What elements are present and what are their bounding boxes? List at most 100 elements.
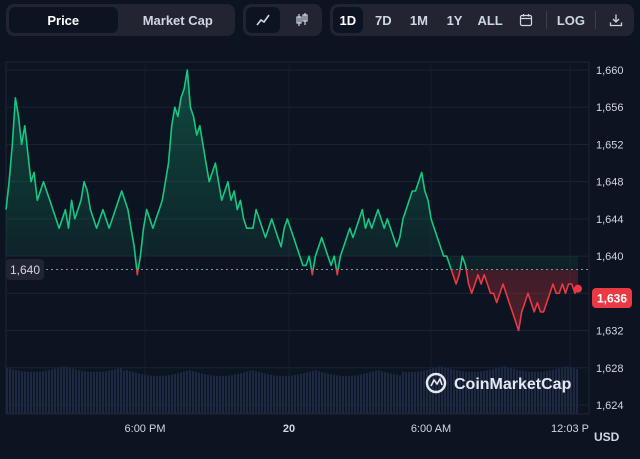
volume-bar — [399, 375, 401, 414]
x-tick-label: 6:00 PM — [125, 423, 166, 435]
volume-bar — [354, 375, 356, 414]
volume-bar — [573, 368, 575, 414]
volume-bar — [30, 371, 32, 414]
download-button[interactable] — [601, 7, 631, 33]
volume-bar — [114, 369, 116, 414]
volume-bar — [321, 372, 323, 414]
line-chart-button[interactable] — [246, 7, 280, 33]
volume-bar — [231, 375, 233, 414]
price-chart-svg[interactable]: CoinMarketCap 1,640 1,660 1,656 1,652 1,648… — [0, 44, 640, 454]
volume-bar — [27, 371, 29, 414]
volume-bar — [309, 371, 311, 414]
volume-bar — [237, 373, 239, 414]
volume-bar — [456, 370, 458, 414]
volume-bar — [501, 366, 503, 414]
volume-bar — [519, 370, 521, 414]
volume-bar — [183, 371, 185, 414]
volume-bar — [462, 371, 464, 414]
volume-bar — [375, 370, 377, 414]
volume-bar — [177, 373, 179, 414]
price-line-segment-up — [5, 69, 467, 270]
current-price-badge: 1,636 — [592, 288, 632, 308]
price-line-down — [135, 269, 579, 332]
volume-bar — [333, 374, 335, 414]
volume-bar — [312, 370, 314, 414]
volume-bar — [105, 371, 107, 414]
volume-bar — [357, 375, 359, 414]
volume-bar — [264, 373, 266, 414]
volume-bar — [303, 373, 305, 414]
price-chart[interactable]: CoinMarketCap 1,640 1,660 1,656 1,652 1,648… — [0, 44, 640, 454]
metric-switch: Price Market Cap — [6, 4, 235, 36]
volume-bar — [9, 368, 11, 414]
volume-bar — [345, 375, 347, 414]
y-tick-label: 1,656 — [596, 102, 624, 114]
y-tick-label: 1,644 — [596, 214, 624, 226]
gridlines — [6, 69, 589, 406]
volume-bar — [54, 368, 56, 414]
log-scale-button[interactable]: LOG — [556, 12, 586, 28]
volume-bar — [396, 374, 398, 414]
volume-bar — [342, 375, 344, 414]
volume-bar — [261, 372, 263, 414]
volume-bar — [246, 371, 248, 414]
volume-bar — [372, 371, 374, 414]
price-line-segment-down — [135, 269, 579, 332]
volume-bar — [123, 370, 125, 414]
volume-bar — [57, 367, 59, 414]
volume-bar — [366, 373, 368, 414]
volume-bar — [198, 372, 200, 414]
volume-bar — [33, 371, 35, 414]
volume-bar — [12, 369, 14, 414]
volume-bar — [426, 369, 428, 414]
area-below-reference — [136, 269, 578, 331]
volume-bar — [444, 367, 446, 414]
volume-bar — [267, 374, 269, 414]
volume-bar — [72, 368, 74, 414]
volume-bar — [300, 373, 302, 414]
reference-price-badge: 1,640 — [6, 259, 44, 280]
volume-bar — [147, 375, 149, 414]
volume-bar — [336, 375, 338, 414]
range-7d[interactable]: 7D — [375, 12, 392, 28]
volume-bar — [507, 367, 509, 414]
volume-bar — [468, 371, 470, 414]
volume-bar — [219, 375, 221, 414]
candlestick-button[interactable] — [286, 7, 320, 33]
y-tick-label: 1,628 — [596, 363, 624, 375]
range-all[interactable]: ALL — [477, 12, 503, 28]
tab-price[interactable]: Price — [9, 7, 118, 33]
volume-bar — [21, 371, 23, 414]
volume-bar — [141, 374, 143, 414]
volume-bar — [96, 371, 98, 414]
candlestick-icon — [296, 13, 308, 26]
volume-bar — [306, 372, 308, 414]
range-1d[interactable]: 1D — [333, 7, 363, 33]
volume-bar — [513, 368, 515, 414]
volume-bar — [180, 372, 182, 414]
range-1y[interactable]: 1Y — [446, 12, 463, 28]
volume-bar — [315, 370, 317, 414]
volume-bar — [186, 370, 188, 414]
volume-bar — [558, 368, 560, 414]
volume-bar — [453, 369, 455, 414]
chart-type-switch — [243, 4, 322, 36]
toolbar-divider — [594, 11, 596, 29]
calendar-button[interactable] — [511, 7, 541, 33]
volume-bar — [450, 368, 452, 414]
volume-bar — [90, 371, 92, 414]
volume-bar — [543, 371, 545, 414]
range-switch: 1D 7D 1M 1Y ALL LOG — [330, 4, 634, 36]
volume-bar — [102, 371, 104, 414]
tab-market-cap[interactable]: Market Cap — [142, 12, 213, 28]
volume-bar — [429, 369, 431, 414]
volume-bar — [81, 370, 83, 414]
range-1m[interactable]: 1M — [409, 12, 428, 28]
volume-bar — [381, 371, 383, 414]
volume-bar — [168, 375, 170, 414]
volume-bar — [42, 371, 44, 414]
volume-bar — [435, 367, 437, 414]
volume-bar — [192, 371, 194, 414]
volume-bar — [252, 370, 254, 414]
volume-bar — [39, 371, 41, 414]
